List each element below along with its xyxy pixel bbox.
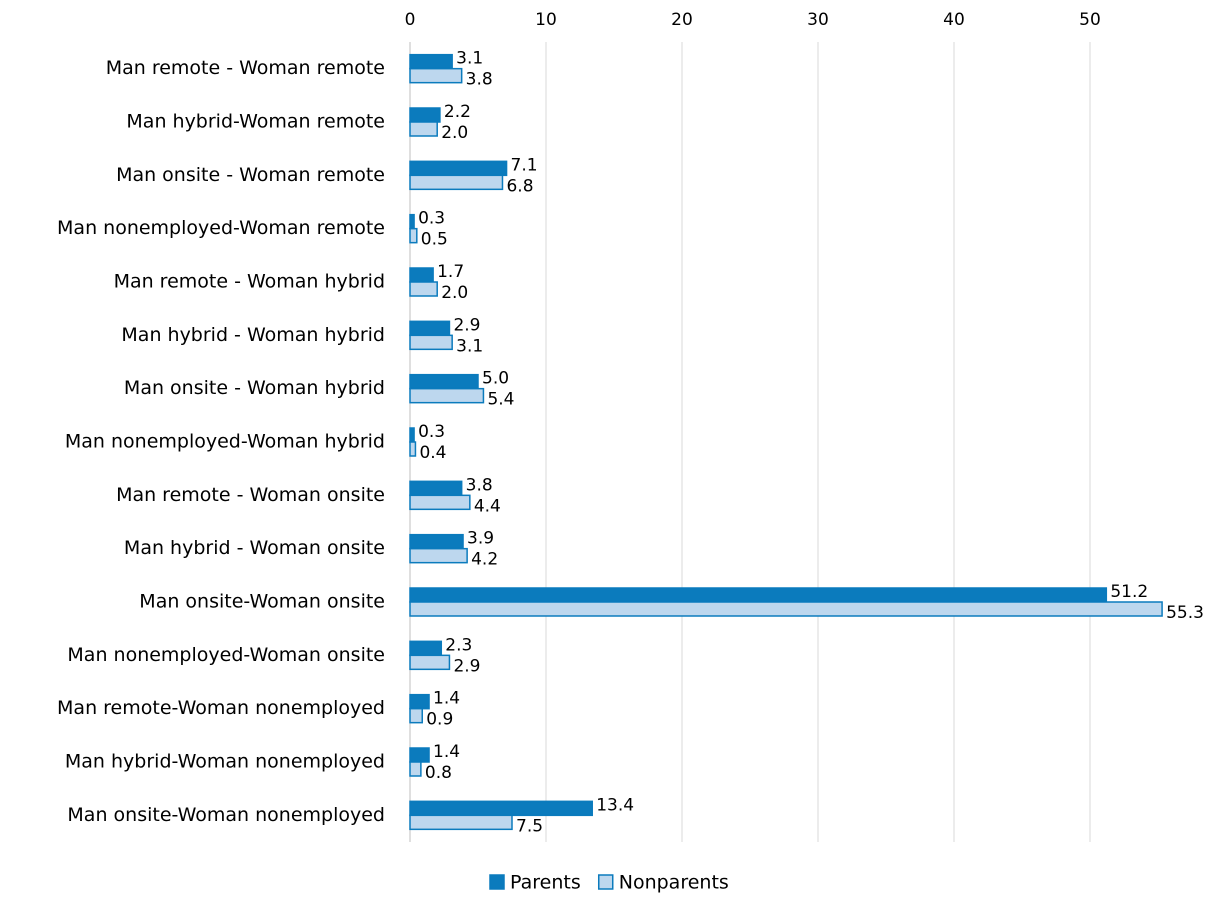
x-tick-label: 0: [405, 10, 416, 30]
bar: [409, 107, 441, 123]
bar: [409, 533, 464, 550]
data-label: 1.7: [437, 262, 464, 282]
data-label: 0.5: [421, 230, 448, 250]
legend-label: Nonparents: [619, 872, 729, 894]
bar: [409, 640, 443, 657]
bar: [409, 654, 451, 671]
bar: [409, 707, 423, 724]
data-label: 2.9: [453, 656, 480, 676]
bar: [409, 53, 453, 70]
bar: [409, 761, 422, 777]
bar: [409, 693, 430, 710]
data-label: 3.8: [466, 475, 493, 495]
x-tick-label: 20: [671, 10, 693, 30]
bar: [409, 747, 430, 763]
data-label: 0.3: [418, 209, 445, 229]
bar: [409, 121, 438, 137]
data-label: 3.1: [456, 49, 483, 69]
y-tick-label: Man remote - Woman hybrid: [114, 271, 385, 293]
data-label: 2.2: [444, 102, 471, 122]
y-tick-label: Man hybrid - Woman onsite: [124, 537, 385, 559]
x-tick-label: 40: [943, 10, 965, 30]
bar: [409, 67, 463, 84]
bar: [409, 281, 438, 297]
data-label: 2.9: [453, 315, 480, 335]
y-tick-label: Man hybrid - Woman hybrid: [121, 324, 385, 346]
bar: [409, 427, 415, 443]
x-tick-label: 10: [535, 10, 557, 30]
data-label: 1.4: [433, 742, 460, 762]
data-label: 3.1: [456, 336, 483, 356]
y-tick-label: Man nonemployed-Woman onsite: [67, 644, 385, 666]
bar: [409, 814, 513, 831]
data-label: 2.0: [441, 283, 468, 303]
bar: [409, 334, 453, 351]
y-tick-label: Man onsite-Woman onsite: [139, 591, 385, 613]
y-tick-label: Man onsite - Woman remote: [116, 164, 385, 186]
data-label: 51.2: [1110, 582, 1148, 602]
data-label: 0.3: [418, 422, 445, 442]
bar: [409, 494, 471, 511]
bar: [409, 174, 504, 191]
x-tick-label: 30: [807, 10, 829, 30]
bar: [409, 160, 508, 177]
y-tick-label: Man remote-Woman nonemployed: [57, 697, 385, 719]
bar: [409, 480, 463, 497]
data-label: 4.4: [474, 496, 501, 516]
bar: [409, 213, 415, 230]
data-label: 13.4: [596, 795, 634, 815]
bar: [409, 387, 485, 404]
data-label: 7.5: [516, 816, 543, 836]
data-label: 2.0: [441, 123, 468, 143]
y-tick-label: Man hybrid-Woman nonemployed: [65, 751, 385, 773]
data-label: 5.0: [482, 369, 509, 389]
data-label: 7.1: [511, 155, 538, 175]
bar: [409, 227, 418, 244]
y-tick-label: Man remote - Woman remote: [106, 57, 385, 79]
y-tick-label: Man remote - Woman onsite: [116, 484, 385, 506]
bar: [409, 800, 593, 817]
y-tick-label: Man nonemployed-Woman hybrid: [65, 431, 385, 453]
bar: [409, 441, 417, 457]
data-label: 2.3: [445, 635, 472, 655]
y-tick-label: Man onsite-Woman nonemployed: [67, 804, 385, 826]
y-tick-label: Man nonemployed-Woman remote: [57, 217, 385, 239]
data-label: 0.9: [426, 710, 453, 730]
bar: [409, 547, 468, 564]
bar: [409, 267, 434, 283]
legend-label: Parents: [510, 872, 581, 894]
y-tick-label: Man onsite - Woman hybrid: [124, 377, 385, 399]
legend-swatch: [597, 874, 614, 890]
data-label: 55.3: [1166, 603, 1204, 623]
x-tick-label: 50: [1079, 10, 1101, 30]
bar: [409, 320, 451, 337]
y-tick-label: Man hybrid-Woman remote: [126, 111, 385, 133]
data-label: 6.8: [506, 176, 533, 196]
legend-swatch: [489, 874, 505, 890]
bar: [409, 373, 479, 390]
data-label: 1.4: [433, 689, 460, 709]
data-label: 5.4: [487, 390, 514, 410]
data-label: 4.2: [471, 550, 498, 570]
data-label: 0.8: [425, 763, 452, 783]
bar: [409, 601, 1163, 617]
bar: [409, 587, 1108, 603]
data-label: 0.4: [419, 443, 446, 463]
data-label: 3.9: [467, 529, 494, 549]
data-label: 3.8: [466, 70, 493, 90]
